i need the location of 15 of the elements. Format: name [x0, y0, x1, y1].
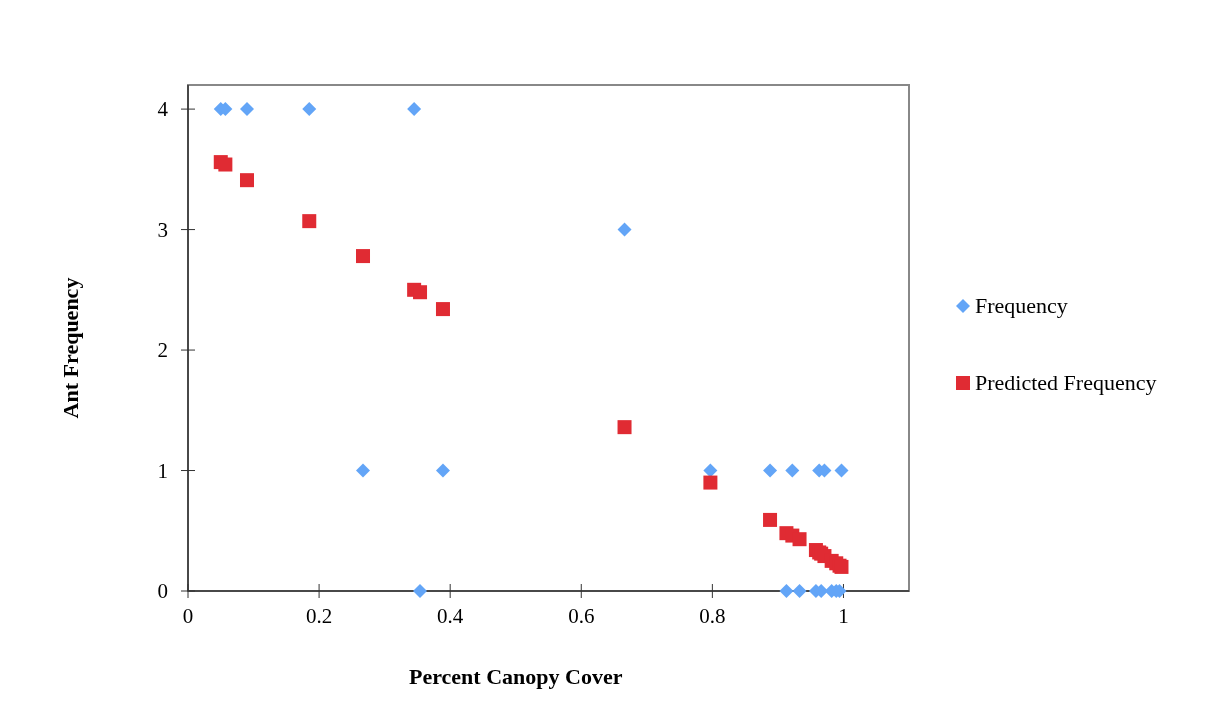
y-tick-label: 2 — [157, 338, 168, 363]
x-tick-label: 0.2 — [305, 604, 333, 628]
x-axis-title: Percent Canopy Cover — [409, 664, 623, 689]
y-tick-label: 3 — [157, 217, 168, 242]
x-tick-label: 0.4 — [437, 604, 464, 628]
y-tick-label: 1 — [157, 458, 168, 483]
legend-label: Predicted Frequency — [975, 370, 1157, 395]
x-tick-label: 1 — [838, 604, 849, 628]
x-tick-label: 0.6 — [568, 604, 595, 628]
y-tick-label: 0 — [157, 579, 168, 603]
y-tick-label: 4 — [157, 97, 169, 122]
legend-label: Frequency — [975, 293, 1068, 318]
x-tick-label: 0 — [182, 604, 194, 628]
x-tick-label: 0.8 — [699, 604, 726, 628]
y-axis-title: Ant Frequency — [58, 277, 83, 419]
